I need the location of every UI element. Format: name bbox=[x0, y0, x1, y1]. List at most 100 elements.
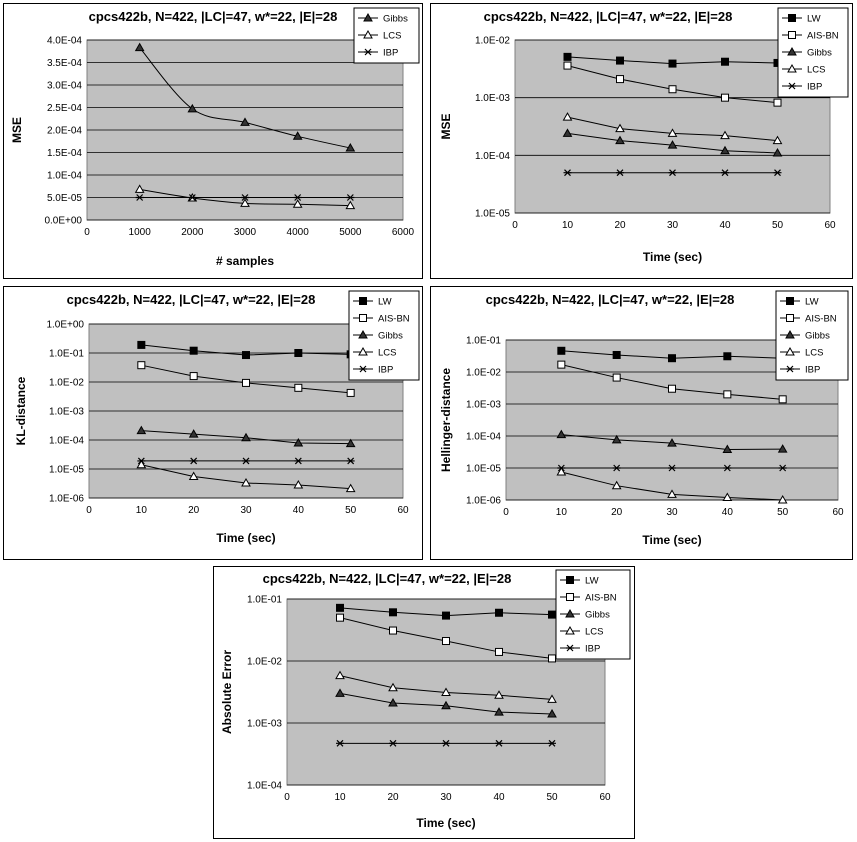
x-tick-label: 40 bbox=[722, 507, 734, 518]
legend-label-gibbs: Gibbs bbox=[378, 331, 403, 342]
series-ais-bn bbox=[557, 360, 787, 404]
x-tick-label: 10 bbox=[556, 507, 568, 518]
legend-label-lcs: LCS bbox=[805, 348, 823, 359]
data-point-ais-bn bbox=[668, 85, 677, 94]
data-point-gibbs bbox=[134, 42, 145, 52]
data-point-ais-bn bbox=[612, 373, 621, 382]
y-tick-label: 1.0E-01 bbox=[466, 336, 501, 347]
data-point-ibp bbox=[668, 464, 676, 472]
x-tick-label: 0 bbox=[512, 220, 518, 231]
data-point-lw bbox=[137, 340, 146, 349]
x-tick-label: 20 bbox=[387, 792, 399, 803]
data-point-lcs bbox=[240, 198, 250, 207]
legend: LW AIS-BN Gibbs LCS IBP bbox=[775, 290, 849, 381]
y-tick-label: 1.0E-06 bbox=[466, 496, 501, 507]
data-point-ibp bbox=[137, 457, 146, 465]
y-tick-label: 4.0E-04 bbox=[47, 36, 82, 47]
chart-svg: 1.0E-06 1.0E-05 1.0E-04 1.0E-03 1.0E-02 1.0E-… bbox=[430, 286, 853, 560]
x-tick-label: 60 bbox=[397, 505, 409, 516]
chart-svg: 1.0E-06 1.0E-05 1.0E-04 1.0E-03 1.0E-02 1.0E-… bbox=[3, 286, 423, 560]
chart-title: cpcs422b, N=422, |LC|=47, w*=22, |E|=28 bbox=[67, 292, 316, 307]
data-point-ibp bbox=[293, 194, 302, 201]
data-point-lcs bbox=[188, 471, 199, 481]
data-point-lcs bbox=[293, 480, 304, 489]
series-ais-bn bbox=[563, 61, 782, 107]
legend-box bbox=[555, 569, 631, 660]
legend-marker-lcs bbox=[785, 346, 795, 356]
legend-marker-gibbs bbox=[785, 329, 795, 339]
data-point-lcs bbox=[556, 466, 567, 476]
legend-marker-lw bbox=[566, 576, 574, 584]
series-ibp bbox=[563, 169, 782, 177]
data-point-lw bbox=[668, 354, 676, 363]
data-point-ais-bn bbox=[389, 626, 397, 635]
chart-panel-hellinger-distance: 1.0E-06 1.0E-05 1.0E-04 1.0E-03 1.0E-02 1.0E-… bbox=[430, 286, 853, 560]
legend-marker-gibbs bbox=[565, 608, 575, 618]
data-point-ais-bn bbox=[442, 637, 450, 646]
data-point-ais-bn bbox=[778, 395, 787, 404]
legend-label-lw: LW bbox=[378, 297, 392, 308]
data-point-lcs bbox=[772, 135, 783, 145]
data-point-gibbs bbox=[720, 145, 730, 155]
y-tick-label: 1.0E-04 bbox=[466, 432, 501, 443]
data-point-lw bbox=[563, 52, 572, 61]
legend-label-gibbs: Gibbs bbox=[807, 48, 832, 59]
y-tick-label: 3.5E-04 bbox=[47, 58, 82, 69]
legend-marker-ibp bbox=[786, 365, 794, 373]
data-point-ibp bbox=[668, 169, 677, 177]
data-point-gibbs bbox=[188, 429, 199, 438]
legend-marker-gibbs bbox=[363, 12, 373, 22]
legend-label-lcs: LCS bbox=[807, 65, 825, 76]
data-point-ibp bbox=[616, 169, 624, 177]
data-point-lw bbox=[548, 610, 556, 619]
legend-label-lcs: LCS bbox=[378, 348, 396, 359]
chart-svg: 1.0E-04 1.0E-03 1.0E-02 1.0E-01 0 10 20 30 40 50 6… bbox=[213, 566, 635, 839]
data-point-gibbs bbox=[345, 142, 356, 152]
data-point-lw bbox=[668, 59, 677, 68]
data-point-lcs bbox=[615, 123, 625, 133]
x-tick-label: 30 bbox=[667, 220, 679, 231]
data-point-lcs bbox=[722, 492, 733, 501]
legend: Gibbs LCS IBP bbox=[353, 7, 420, 64]
legend-label-gibbs: Gibbs bbox=[805, 331, 830, 342]
data-point-ibp bbox=[135, 194, 144, 201]
legend-label-ais-bn: AIS-BN bbox=[585, 593, 617, 604]
y-tick-label: 5.0E-05 bbox=[47, 193, 82, 204]
y-tick-label: 3.0E-04 bbox=[47, 81, 82, 92]
data-point-lw bbox=[442, 611, 450, 620]
data-point-ibp bbox=[723, 464, 732, 472]
legend-label-ibp: IBP bbox=[383, 48, 398, 59]
data-point-ibp bbox=[241, 194, 249, 201]
x-axis-label: Time (sec) bbox=[416, 816, 475, 830]
legend-label-ais-bn: AIS-BN bbox=[378, 314, 410, 325]
x-tick-label: 6000 bbox=[392, 227, 415, 238]
series-lcs bbox=[335, 670, 557, 703]
data-point-gibbs bbox=[667, 438, 677, 447]
data-point-lcs bbox=[441, 687, 451, 697]
x-tick-label: 30 bbox=[240, 505, 252, 516]
x-axis-label: # samples bbox=[216, 254, 274, 268]
legend-label-lcs: LCS bbox=[383, 31, 401, 42]
x-tick-label: 3000 bbox=[234, 227, 257, 238]
legend: LW AIS-BN Gibbs LCS IBP bbox=[348, 290, 420, 381]
data-point-lw bbox=[294, 349, 303, 357]
x-tick-label: 60 bbox=[824, 220, 836, 231]
legend: LW AIS-BN Gibbs LCS IBP bbox=[555, 569, 631, 660]
chart-svg: 0.0E+00 5.0E-05 1.0E-04 1.5E-04 2.0E-04 2.5E-… bbox=[3, 3, 423, 279]
data-point-ibp bbox=[548, 739, 556, 747]
data-point-gibbs bbox=[292, 131, 303, 140]
series-ais-bn bbox=[336, 613, 556, 663]
legend-label-ibp: IBP bbox=[585, 644, 600, 655]
data-point-ibp bbox=[389, 739, 397, 747]
data-point-lcs bbox=[345, 483, 356, 493]
y-tick-label: 1.0E-04 bbox=[247, 781, 282, 792]
legend-marker-ais-bn bbox=[566, 593, 574, 601]
series-lcs bbox=[556, 466, 788, 504]
x-tick-label: 20 bbox=[611, 507, 623, 518]
data-point-ibp bbox=[189, 457, 198, 465]
data-point-ibp bbox=[721, 169, 729, 177]
y-tick-label: 1.0E+00 bbox=[46, 320, 84, 331]
y-tick-label: 1.0E-04 bbox=[47, 171, 82, 182]
y-tick-label: 1.0E-02 bbox=[49, 378, 84, 389]
legend-label-ais-bn: AIS-BN bbox=[807, 31, 839, 42]
